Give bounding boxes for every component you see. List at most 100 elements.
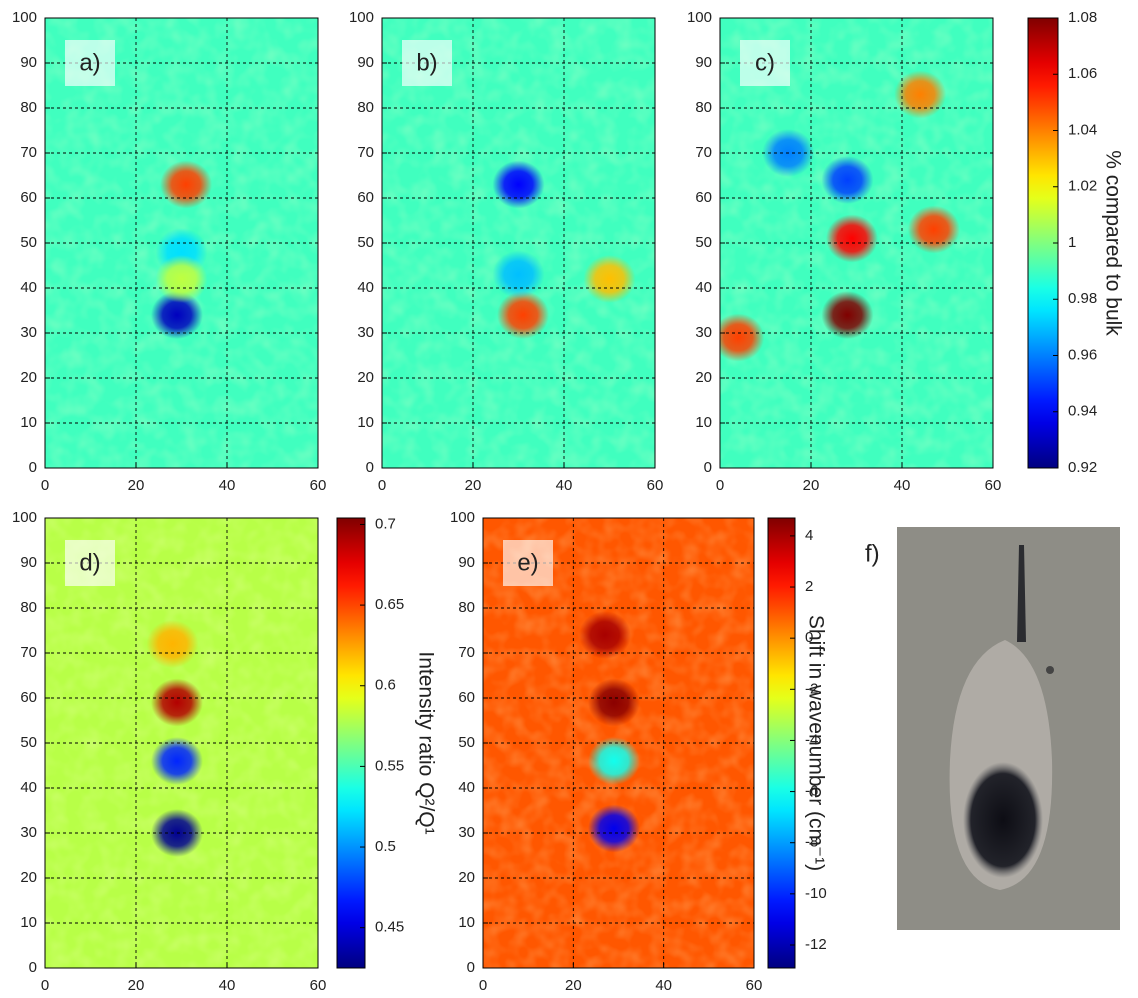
y-tick-label: 90 [458,554,475,571]
y-tick-label: 80 [357,99,374,116]
heatmap-spot [583,255,636,303]
y-tick-label: 80 [20,99,37,116]
heatmap-spot [821,291,874,339]
heatmap-spot [497,291,550,339]
colorbar-tick-label: -2 [805,680,818,697]
heatmap-spot [720,313,765,362]
panel-label: b) [416,49,437,76]
x-tick-label: 20 [565,977,582,993]
x-tick-label: 40 [556,477,573,494]
heatmap-spot [825,214,878,263]
plot-frame [381,17,656,469]
colorbar-tick-label: 0.96 [1068,346,1097,363]
colorbar-tick-label: 0.92 [1068,459,1097,476]
y-tick-label: 100 [687,9,712,26]
y-tick-label: 40 [357,279,374,296]
heatmap-spot [578,611,631,659]
x-tick-label: 40 [219,977,236,993]
heatmap-spot [894,70,947,119]
colorbar-tick-label: 0.45 [375,919,404,936]
photo [897,527,1120,930]
plot-frame [44,517,319,969]
colorbar-label: % compared to bulk [1101,150,1124,336]
y-tick-label: 30 [20,824,37,841]
y-tick-label: 60 [458,689,475,706]
y-tick-label: 50 [695,234,712,251]
y-tick-label: 90 [20,54,37,71]
heatmap-spot [587,737,640,785]
colorbar-label: Intensity ratio Q²/Q¹ [414,651,437,834]
colorbar-tick-label: 0.7 [375,515,396,532]
colorbar-tick-label: -12 [805,936,827,953]
y-tick-label: 80 [20,599,37,616]
panel-label-box [65,40,115,86]
colorbar-tick-label: 0 [805,629,813,646]
y-tick-label: 70 [695,144,712,161]
x-tick-label: 0 [41,477,49,494]
y-tick-label: 80 [458,599,475,616]
y-tick-label: 10 [695,414,712,431]
colorbar [767,517,796,969]
y-tick-label: 0 [467,959,475,976]
y-tick-label: 50 [357,234,374,251]
colorbar [336,517,366,969]
y-tick-label: 50 [20,734,37,751]
y-tick-label: 60 [357,189,374,206]
colorbar-tick-label: 0.5 [375,838,396,855]
x-tick-label: 20 [803,477,820,494]
heatmap-spot [587,804,640,853]
colorbar-tick-label: 0.55 [375,757,404,774]
heatmap-spot [150,291,203,339]
x-tick-label: 60 [985,477,1002,494]
colorbar-tick-label: -6 [805,783,818,800]
x-tick-label: 40 [219,477,236,494]
colorbar-tick-label: -4 [805,731,818,748]
heatmap-spot [587,678,640,727]
y-tick-label: 10 [458,914,475,931]
colorbar-tick-label: 1 [1068,234,1076,251]
colorbar-tick-label: -8 [805,834,818,851]
y-tick-label: 40 [20,279,37,296]
y-tick-label: 70 [458,644,475,661]
panel-label-box [402,40,452,86]
x-tick-label: 40 [655,977,672,993]
y-tick-label: 20 [458,869,475,886]
x-tick-label: 20 [128,977,145,993]
y-tick-label: 20 [20,369,37,386]
photo-label: f) [865,540,880,567]
y-tick-label: 20 [357,369,374,386]
colorbar-label: Shift in wavenumber (cm⁻¹) [804,615,827,871]
heatmap-spot [150,809,203,857]
heatmap [382,18,655,468]
panel-label-box [503,540,553,586]
x-tick-label: 60 [310,477,327,494]
x-tick-label: 0 [479,977,487,993]
y-tick-label: 30 [20,324,37,341]
y-tick-label: 0 [704,459,712,476]
heatmap-spot [821,156,874,204]
y-tick-label: 30 [695,324,712,341]
heatmap [45,518,318,968]
y-tick-label: 60 [695,189,712,206]
heatmap-spot [492,250,545,299]
y-tick-label: 70 [20,144,37,161]
heatmap-spot [150,678,203,727]
y-tick-label: 10 [357,414,374,431]
colorbar-tick-label: 4 [805,527,813,544]
panel-label: a) [79,49,100,76]
y-tick-label: 20 [20,869,37,886]
panel-label: e) [517,549,538,576]
y-tick-label: 100 [12,509,37,526]
heatmap [45,18,318,468]
colorbar-tick-label: 2 [805,578,813,595]
y-tick-label: 60 [20,689,37,706]
y-tick-label: 30 [357,324,374,341]
y-tick-label: 80 [695,99,712,116]
y-tick-label: 40 [695,279,712,296]
colorbar-tick-label: 0.65 [375,596,404,613]
x-tick-label: 0 [716,477,724,494]
y-tick-label: 10 [20,414,37,431]
panel-label: d) [79,549,100,576]
panel-label: c) [755,49,775,76]
